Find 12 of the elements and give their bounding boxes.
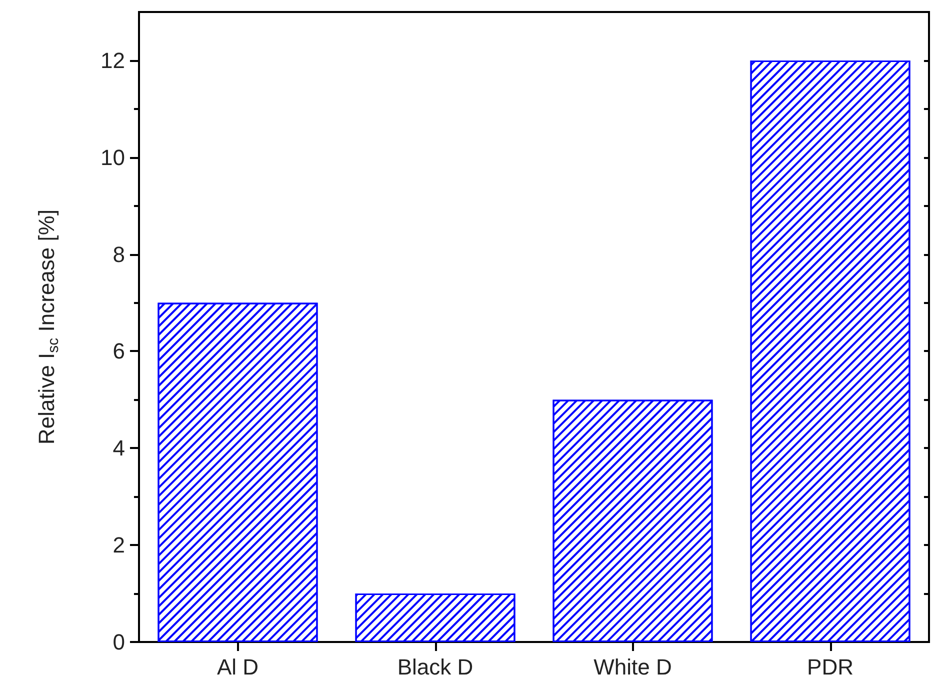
y-axis-title: Relative Isc Increase [%] <box>34 209 62 445</box>
y-tick-label: 4 <box>112 436 125 461</box>
y-tick-label: 0 <box>112 630 125 654</box>
y-tick-label: 12 <box>100 48 125 73</box>
x-tick-label: White D <box>594 654 672 680</box>
x-tick-label: Black D <box>397 654 474 680</box>
y-tick-label: 8 <box>112 242 125 267</box>
y-tick-label: 10 <box>100 144 125 170</box>
y-tick-label: 6 <box>112 338 125 364</box>
x-tick-label: PDR <box>807 654 854 680</box>
x-tick-label: Al D <box>216 654 259 680</box>
y-tick-label: 2 <box>112 532 125 558</box>
